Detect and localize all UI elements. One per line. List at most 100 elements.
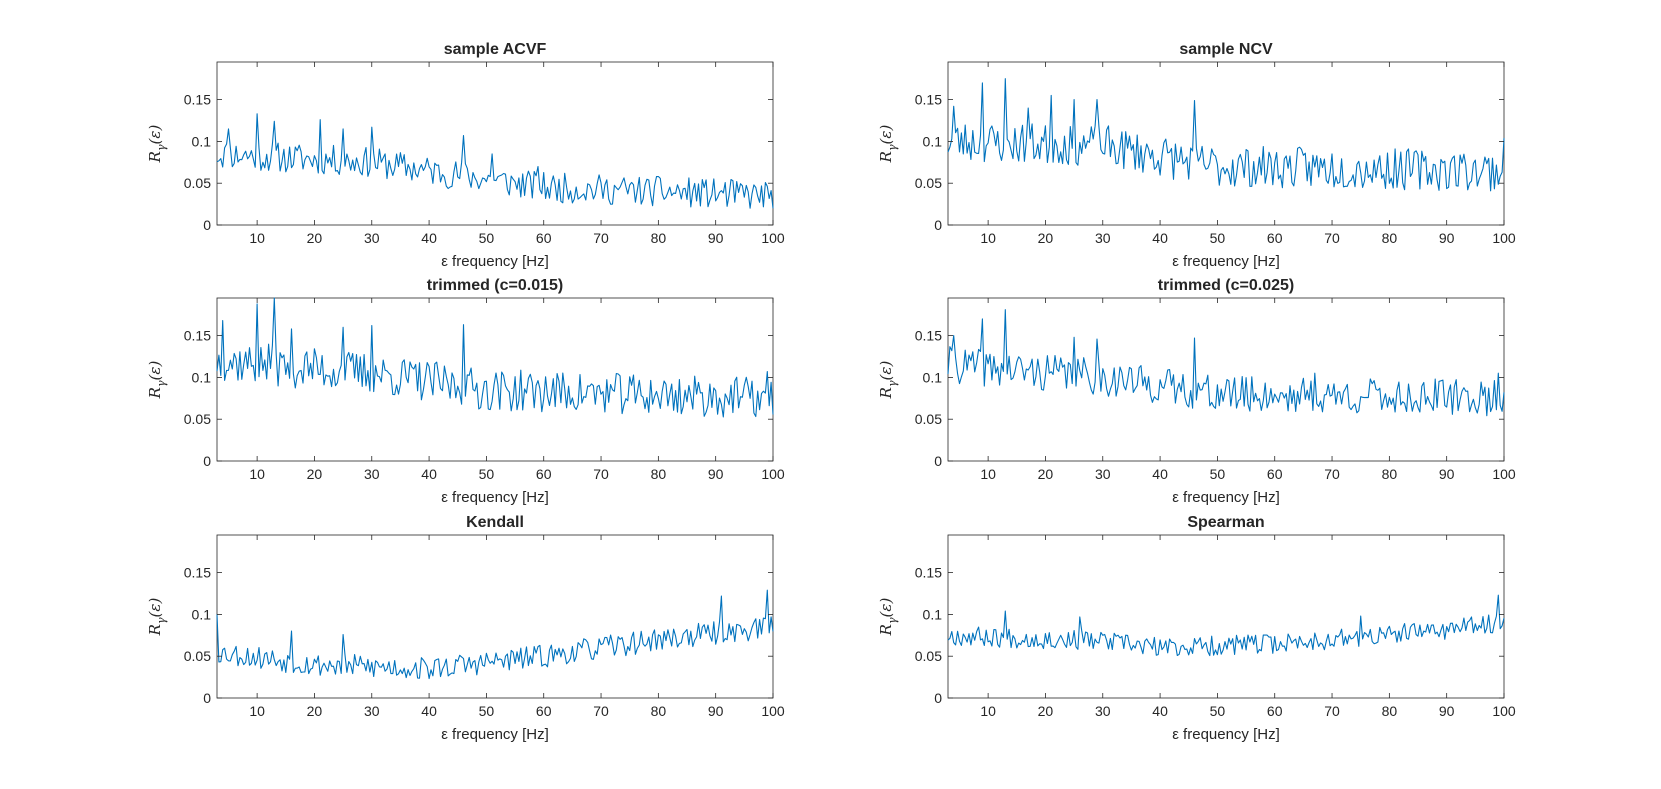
x-axis-label: ε frequency [Hz] — [441, 489, 549, 506]
x-tick-label: 20 — [307, 703, 323, 719]
y-tick-label: 0.05 — [915, 648, 942, 664]
series-line — [216, 589, 774, 680]
y-tick-label: 0.1 — [192, 606, 212, 622]
x-tick-label: 80 — [1382, 703, 1398, 719]
subplot-3: 10 20 30 40 50 60 70 80 90 100 0 0.05 0.1 0.15 trimmed… — [146, 277, 785, 506]
chart-title: sample NCV — [1179, 41, 1273, 58]
x-tick-label: 100 — [761, 703, 785, 719]
chart-title: sample ACVF — [444, 41, 547, 58]
chart-title: trimmed (c=0.015) — [427, 277, 564, 294]
x-axis-label: ε frequency [Hz] — [441, 726, 549, 743]
y-tick-label: 0.05 — [184, 411, 211, 427]
y-tick-label: 0.15 — [184, 328, 211, 344]
y-tick-label: 0.15 — [184, 92, 211, 108]
subplot-2: 10 20 30 40 50 60 70 80 90 100 0 0.05 0.1 0.15 sample … — [877, 41, 1516, 270]
plot-area — [947, 297, 1505, 462]
x-tick-label: 90 — [1439, 466, 1455, 482]
x-tick-label: 40 — [421, 230, 437, 246]
y-tick-label: 0 — [203, 453, 211, 469]
y-tick-label: 0.05 — [915, 175, 942, 191]
chart-title: Kendall — [466, 514, 524, 531]
x-tick-label: 60 — [536, 230, 552, 246]
x-tick-label: 30 — [364, 230, 380, 246]
x-tick-label: 10 — [980, 466, 996, 482]
x-tick-label: 10 — [249, 703, 265, 719]
x-tick-label: 20 — [307, 466, 323, 482]
chart-title: Spearman — [1187, 514, 1264, 531]
subplot-6: 10 20 30 40 50 60 70 80 90 100 0 0.05 0.1 0.15 Spearma… — [877, 514, 1516, 743]
x-tick-label: 100 — [1492, 230, 1516, 246]
x-tick-label: 50 — [479, 466, 495, 482]
subplot-1: 10 20 30 40 50 60 70 80 90 100 0 0.05 0.1 0.15 sample … — [146, 41, 785, 270]
y-tick-label: 0.1 — [923, 606, 943, 622]
y-tick-label: 0 — [934, 453, 942, 469]
x-tick-label: 30 — [1095, 703, 1111, 719]
series-line — [947, 78, 1505, 192]
x-tick-label: 40 — [1152, 230, 1168, 246]
x-tick-label: 30 — [364, 703, 380, 719]
x-tick-label: 40 — [1152, 703, 1168, 719]
x-tick-label: 80 — [651, 703, 667, 719]
x-tick-label: 40 — [421, 466, 437, 482]
x-tick-label: 10 — [980, 703, 996, 719]
x-axis-label: ε frequency [Hz] — [1172, 253, 1280, 270]
y-axis-label: Rγ(ε) — [146, 125, 168, 164]
x-tick-label: 40 — [421, 703, 437, 719]
x-tick-label: 30 — [1095, 466, 1111, 482]
x-tick-label: 80 — [1382, 230, 1398, 246]
y-axis-label: Rγ(ε) — [146, 361, 168, 400]
x-tick-label: 90 — [708, 703, 724, 719]
y-axis-label: Rγ(ε) — [877, 598, 899, 637]
x-tick-label: 60 — [536, 703, 552, 719]
x-tick-label: 90 — [708, 466, 724, 482]
x-tick-label: 20 — [1038, 230, 1054, 246]
x-tick-label: 80 — [1382, 466, 1398, 482]
subplot-4: 10 20 30 40 50 60 70 80 90 100 0 0.05 0.1 0.15 trimmed… — [877, 277, 1516, 506]
x-tick-label: 20 — [1038, 466, 1054, 482]
y-axis-label: Rγ(ε) — [877, 125, 899, 164]
y-axis-label: Rγ(ε) — [146, 598, 168, 637]
x-tick-label: 50 — [479, 230, 495, 246]
plot-area — [947, 534, 1505, 699]
x-tick-label: 30 — [364, 466, 380, 482]
y-tick-label: 0.15 — [915, 565, 942, 581]
y-tick-label: 0.15 — [915, 328, 942, 344]
y-tick-label: 0.1 — [192, 369, 212, 385]
x-tick-label: 100 — [761, 230, 785, 246]
plot-area — [216, 61, 774, 226]
x-axis-label: ε frequency [Hz] — [1172, 489, 1280, 506]
x-axis-label: ε frequency [Hz] — [1172, 726, 1280, 743]
y-tick-label: 0 — [203, 217, 211, 233]
x-tick-label: 10 — [249, 230, 265, 246]
x-tick-label: 80 — [651, 230, 667, 246]
y-tick-label: 0.1 — [192, 133, 212, 149]
x-tick-label: 20 — [1038, 703, 1054, 719]
y-tick-label: 0.15 — [915, 92, 942, 108]
x-tick-label: 100 — [761, 466, 785, 482]
x-tick-label: 40 — [1152, 466, 1168, 482]
chart-title: trimmed (c=0.025) — [1158, 277, 1295, 294]
series-line — [947, 309, 1505, 417]
y-tick-label: 0 — [203, 690, 211, 706]
subplot-5: 10 20 30 40 50 60 70 80 90 100 0 0.05 0.1 0.15 Kendall… — [146, 514, 785, 743]
y-tick-label: 0 — [934, 217, 942, 233]
y-tick-label: 0.1 — [923, 133, 943, 149]
x-tick-label: 50 — [1210, 230, 1226, 246]
series-line — [216, 113, 774, 209]
x-tick-label: 90 — [1439, 230, 1455, 246]
x-tick-label: 60 — [1267, 230, 1283, 246]
x-tick-label: 70 — [593, 703, 609, 719]
x-tick-label: 60 — [1267, 466, 1283, 482]
y-tick-label: 0.05 — [184, 648, 211, 664]
x-tick-label: 90 — [708, 230, 724, 246]
x-tick-label: 50 — [1210, 466, 1226, 482]
plot-area — [947, 61, 1505, 226]
x-tick-label: 50 — [479, 703, 495, 719]
x-tick-label: 70 — [1324, 703, 1340, 719]
x-tick-label: 100 — [1492, 703, 1516, 719]
x-tick-label: 70 — [1324, 466, 1340, 482]
series-line — [947, 594, 1505, 657]
x-tick-label: 90 — [1439, 703, 1455, 719]
y-tick-label: 0.15 — [184, 565, 211, 581]
